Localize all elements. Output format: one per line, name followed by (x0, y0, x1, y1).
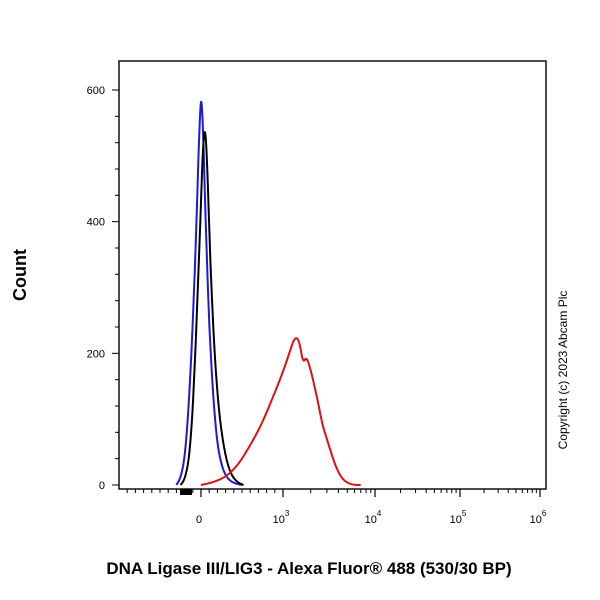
copyright-annotation: Copyright (c) 2023 Abcam Plc (556, 291, 570, 450)
plot-frame (118, 60, 547, 490)
histogram-series-0 (175, 100, 243, 486)
y-tick-label: 600 (87, 85, 105, 97)
x-tick-label: 106 (530, 509, 547, 526)
histogram-series-2 (200, 337, 361, 486)
x-tick-label: 104 (365, 509, 382, 526)
origin-tick-cluster (180, 489, 192, 495)
y-tick-label: 200 (87, 348, 105, 360)
x-axis: 0 103 104 105 106 (126, 489, 547, 526)
y-axis: 0 200 400 600 (87, 85, 119, 492)
x-tick-label: 0 (196, 514, 202, 526)
x-tick-label: 103 (273, 509, 290, 526)
y-tick-label: 0 (99, 480, 105, 492)
y-axis-label: Count (10, 249, 30, 301)
x-tick-label: 105 (450, 509, 467, 526)
histogram-series-1 (179, 131, 244, 486)
x-axis-label: DNA Ligase III/LIG3 - Alexa Fluor® 488 (… (106, 559, 511, 578)
y-tick-label: 400 (87, 217, 105, 229)
histogram-curves (175, 100, 361, 486)
